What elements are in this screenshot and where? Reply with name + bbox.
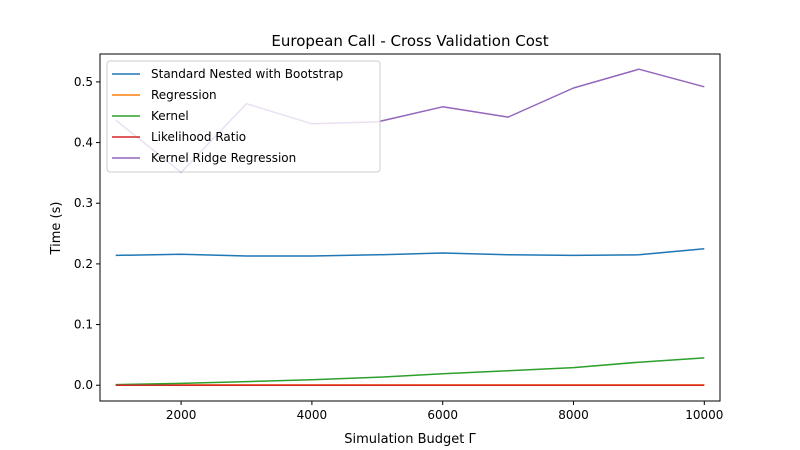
y-tick-label: 0.5 xyxy=(74,75,93,89)
series-lines xyxy=(115,68,705,386)
x-axis: 2000 4000 6000 8000 10000 xyxy=(166,401,723,422)
chart-title: European Call - Cross Validation Cost xyxy=(271,32,548,50)
x-tick-label: 6000 xyxy=(427,408,458,422)
y-tick-label: 0.0 xyxy=(74,378,93,392)
series-line-standard-nested-with-bootstrap xyxy=(115,247,705,257)
y-axis-label: Time (s) xyxy=(49,202,64,256)
legend-label: Standard Nested with Bootstrap xyxy=(151,67,343,81)
axes-frame xyxy=(99,53,721,402)
series-line-kernel xyxy=(115,357,705,386)
legend: Standard Nested with Bootstrap Regression… xyxy=(106,60,381,173)
y-tick-label: 0.4 xyxy=(74,136,93,150)
x-tick-label: 10000 xyxy=(685,408,723,422)
y-tick-label: 0.2 xyxy=(74,257,93,271)
x-tick-label: 2000 xyxy=(166,408,197,422)
y-tick-label: 0.1 xyxy=(74,318,93,332)
legend-label: Kernel xyxy=(151,109,189,123)
y-tick-label: 0.3 xyxy=(74,196,93,210)
legend-label: Likelihood Ratio xyxy=(151,130,246,144)
x-tick-label: 4000 xyxy=(297,408,328,422)
x-axis-label: Simulation Budget Γ xyxy=(344,432,476,447)
legend-label: Regression xyxy=(151,88,217,102)
legend-box xyxy=(106,60,381,173)
x-tick-label: 8000 xyxy=(558,408,589,422)
legend-label: Kernel Ridge Regression xyxy=(151,151,296,165)
y-axis: 0.0 0.1 0.2 0.3 0.4 0.5 xyxy=(74,75,100,392)
